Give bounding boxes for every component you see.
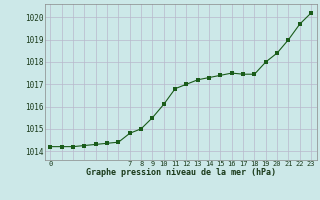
X-axis label: Graphe pression niveau de la mer (hPa): Graphe pression niveau de la mer (hPa) [86,168,276,177]
